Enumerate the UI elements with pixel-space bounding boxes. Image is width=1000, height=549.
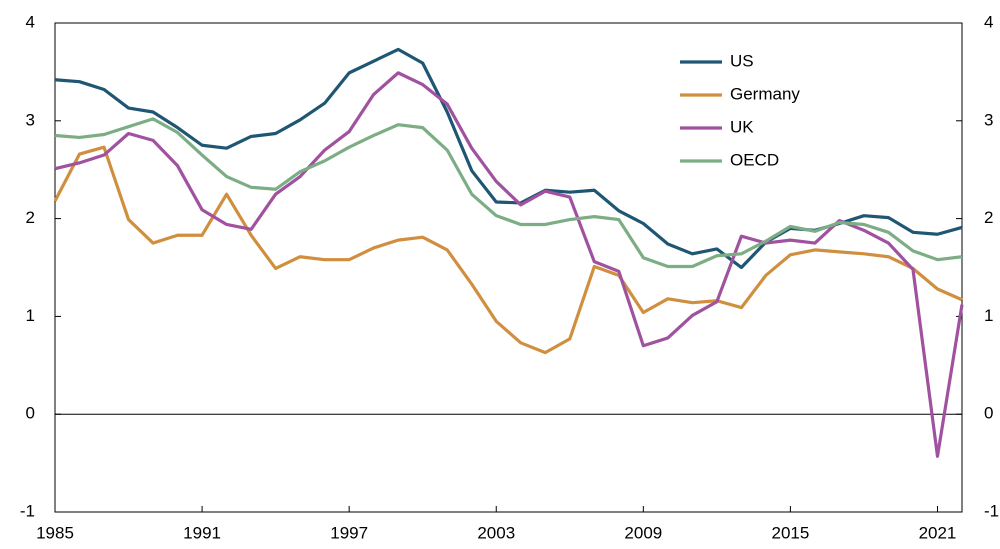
- legend-label: Germany: [730, 84, 800, 103]
- series-line: [54, 71, 964, 458]
- x-tick-label: 2015: [771, 523, 809, 542]
- x-tick-label: 1997: [330, 523, 368, 542]
- x-tick-label: 2009: [624, 523, 662, 542]
- x-tick-label: 1991: [183, 523, 221, 542]
- legend-label: US: [730, 51, 754, 70]
- plot-frame: [54, 22, 963, 513]
- legend-label: OECD: [730, 150, 779, 169]
- y-tick-label: -1: [20, 501, 35, 520]
- x-tick-label: 1985: [36, 523, 74, 542]
- series-line: [53, 145, 963, 355]
- y-tick-label: 3: [26, 110, 35, 129]
- y2-tick-label: 4: [984, 12, 993, 31]
- y-tick-label: 2: [26, 208, 35, 227]
- y-tick-label: 4: [26, 12, 35, 31]
- x-tick-label: 2021: [919, 523, 957, 542]
- y2-tick-label: 0: [984, 404, 993, 423]
- x-tick-label: 2003: [477, 523, 515, 542]
- y-tick-label: 0: [26, 404, 35, 423]
- y2-tick-label: 1: [984, 306, 993, 325]
- legend-label: UK: [730, 117, 754, 136]
- y2-tick-label: 3: [984, 110, 993, 129]
- y2-tick-label: -1: [984, 501, 999, 520]
- series-line: [54, 117, 963, 269]
- y2-tick-label: 2: [984, 208, 993, 227]
- y-tick-label: 1: [26, 306, 35, 325]
